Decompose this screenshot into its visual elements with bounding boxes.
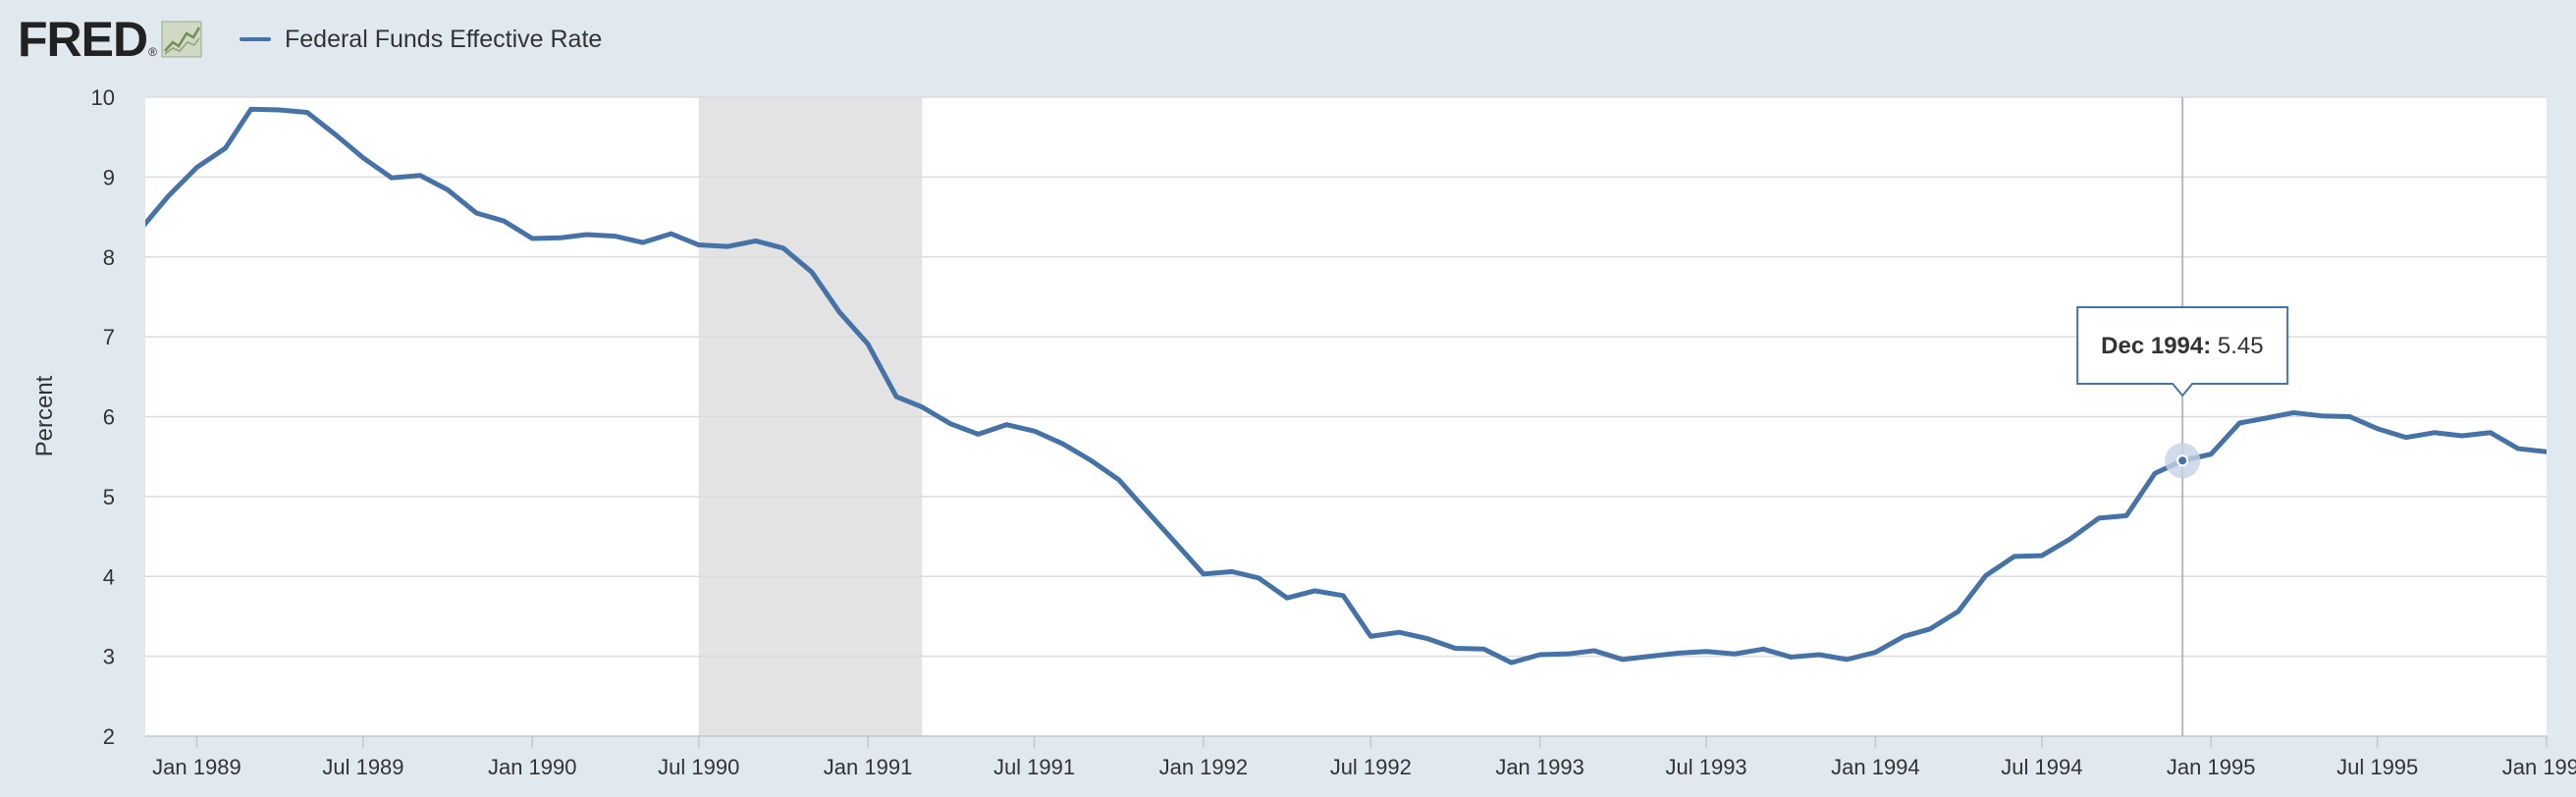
y-axis-label: Percent bbox=[31, 375, 58, 456]
legend-label: Federal Funds Effective Rate bbox=[285, 25, 603, 53]
x-tick-label: Jul 1990 bbox=[658, 755, 739, 779]
y-tick-label: 7 bbox=[103, 325, 115, 349]
y-axis-ticks: 2 3 4 5 6 7 8 9 10 bbox=[91, 85, 115, 749]
legend-swatch bbox=[240, 37, 271, 41]
tooltip-box bbox=[2076, 306, 2289, 398]
y-tick-label: 3 bbox=[103, 645, 115, 669]
x-tick-label: Jan 1995 bbox=[2167, 755, 2256, 779]
x-tick-label: Jan 1990 bbox=[488, 755, 577, 779]
chart-header: FRED ® Federal Funds Effective Rate bbox=[0, 0, 2576, 79]
x-tick-label: Jul 1994 bbox=[2001, 755, 2082, 779]
tooltip-text: Dec 1994: 5.45 bbox=[2101, 333, 2263, 359]
x-tick-label: Jan 1989 bbox=[152, 755, 242, 779]
x-tick-label: Jul 1989 bbox=[322, 755, 403, 779]
grid-layer bbox=[145, 96, 2547, 737]
y-tick-label: 8 bbox=[103, 245, 115, 270]
tooltip-layer: Dec 1994: 5.45 bbox=[2076, 97, 2289, 736]
hover-marker[interactable] bbox=[2176, 454, 2189, 467]
x-tick-label: Jan 1991 bbox=[824, 755, 913, 779]
x-tick-label: Jul 1995 bbox=[2336, 755, 2418, 779]
x-tick-label: Jan 1996 bbox=[2502, 755, 2576, 779]
x-tick-label: Jan 1994 bbox=[1831, 755, 1920, 779]
line-graph-icon bbox=[161, 21, 202, 58]
logo-text: FRED bbox=[18, 12, 148, 67]
x-axis-ticks: Jan 1989 Jul 1989 Jan 1990 Jul 1990 Jan 1991… bbox=[152, 736, 2576, 779]
logo-registered-mark: ® bbox=[148, 45, 157, 59]
x-tick-label: Jan 1993 bbox=[1495, 755, 1584, 779]
y-tick-label: 2 bbox=[103, 724, 115, 749]
tooltip-date: Dec 1994: bbox=[2101, 333, 2211, 359]
tooltip-value: 5.45 bbox=[2211, 333, 2263, 359]
series-line[interactable] bbox=[140, 106, 2547, 665]
series-layer bbox=[140, 106, 2547, 665]
x-tick-label: Jul 1991 bbox=[993, 755, 1075, 779]
x-tick-label: Jul 1992 bbox=[1330, 755, 1412, 779]
y-tick-label: 9 bbox=[103, 165, 115, 189]
fred-logo[interactable]: FRED ® bbox=[18, 10, 202, 69]
y-tick-label: 10 bbox=[91, 85, 115, 110]
x-tick-label: Jul 1993 bbox=[1665, 755, 1746, 779]
y-tick-label: 4 bbox=[103, 564, 115, 589]
x-tick-label: Jan 1992 bbox=[1159, 755, 1249, 779]
y-tick-label: 6 bbox=[103, 405, 115, 430]
y-tick-label: 5 bbox=[103, 485, 115, 509]
series-legend[interactable]: Federal Funds Effective Rate bbox=[240, 22, 602, 57]
